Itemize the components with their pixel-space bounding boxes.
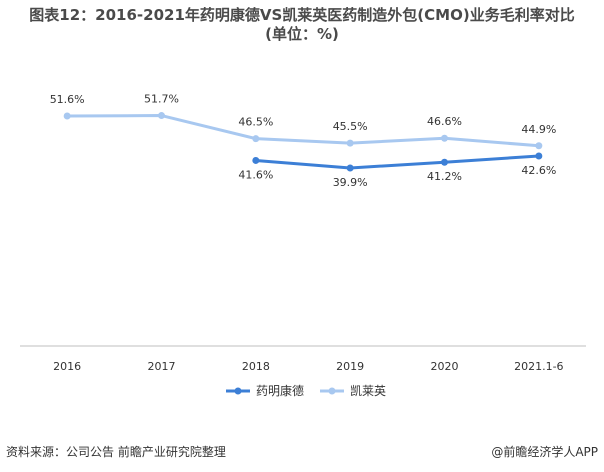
- data-point: [63, 112, 71, 120]
- data-point: [346, 139, 354, 147]
- line-chart: 2016 2017 2018 2019 2020 2021.1-6 41.6% 39.9% 41…: [20, 93, 586, 398]
- plot-area: 2016 2017 2018 2019 2020 2021.1-6 41.6% 39.9% 41…: [20, 93, 586, 398]
- data-point: [535, 152, 543, 160]
- data-point: [535, 142, 543, 150]
- legend-swatch-marker: [234, 387, 242, 395]
- x-tick-label: 2020: [431, 360, 459, 373]
- data-point: [252, 156, 260, 164]
- legend-label: 药明康德: [256, 383, 304, 398]
- data-label: 51.6%: [50, 93, 85, 106]
- data-label: 45.5%: [333, 120, 368, 133]
- x-tick-label: 2016: [53, 360, 81, 373]
- data-label: 46.5%: [238, 116, 273, 129]
- data-label: 39.9%: [333, 176, 368, 189]
- legend-label: 凯莱英: [350, 384, 386, 398]
- series-line-1: [67, 114, 539, 148]
- chart-title-line1: 图表12：2016-2021年药明康德VS凯莱英医药制造外包(CMO)业务毛利率…: [29, 6, 575, 24]
- x-tick-label: 2021.1-6: [514, 360, 563, 373]
- chart-title: 图表12：2016-2021年药明康德VS凯莱英医药制造外包(CMO)业务毛利率…: [0, 6, 604, 44]
- data-label: 46.6%: [427, 115, 462, 128]
- data-label: 41.2%: [427, 170, 462, 183]
- series-line-0: [255, 154, 539, 170]
- data-point: [441, 158, 448, 166]
- data-label: 41.6%: [238, 168, 273, 181]
- brand-credit: @前瞻经济学人APP: [491, 445, 598, 459]
- data-label: 42.6%: [521, 164, 556, 177]
- data-point: [346, 164, 354, 172]
- source-note: 资料来源：公司公告 前瞻产业研究院整理: [6, 445, 226, 459]
- data-label: 44.9%: [521, 123, 556, 136]
- x-tick-label: 2018: [242, 360, 270, 373]
- legend-swatch-marker: [328, 387, 336, 395]
- x-tick-label: 2017: [148, 360, 176, 373]
- chart-title-line2: (单位：%): [265, 25, 339, 43]
- data-point: [441, 134, 448, 142]
- x-tick-label: 2019: [336, 360, 364, 373]
- data-point: [158, 112, 165, 120]
- data-label: 51.7%: [144, 93, 179, 106]
- data-point: [252, 135, 260, 143]
